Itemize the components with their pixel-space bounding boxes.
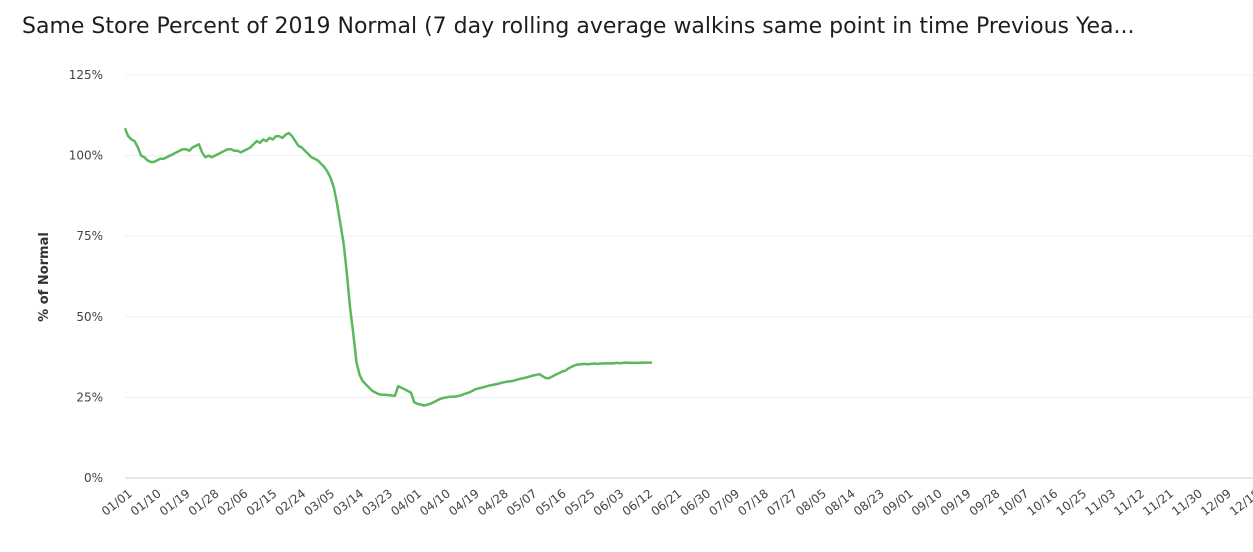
gridlines — [125, 74, 1253, 479]
y-tick-label: 0% — [84, 471, 103, 485]
x-tick-label: 06/12 — [620, 486, 656, 518]
x-tick-label: 04/01 — [388, 486, 424, 518]
y-tick-label: 50% — [76, 310, 103, 324]
x-tick-label: 02/15 — [244, 486, 280, 518]
x-tick-label: 01/01 — [99, 486, 135, 518]
x-tick-label: 05/25 — [562, 486, 598, 518]
x-tick-label: 03/23 — [359, 486, 395, 518]
y-tick-label: 125% — [69, 68, 103, 82]
x-tick-label: 08/14 — [822, 486, 858, 518]
y-tick-label: 100% — [69, 149, 103, 163]
x-tick-label: 11/03 — [1082, 486, 1118, 518]
x-tick-label: 02/24 — [273, 486, 309, 518]
x-tick-label: 05/07 — [504, 486, 540, 518]
x-tick-label: 04/10 — [417, 486, 453, 518]
x-tick-label: 06/30 — [677, 486, 713, 518]
x-tick-label: 10/25 — [1053, 486, 1089, 518]
x-tick-label: 12/09 — [1198, 486, 1234, 518]
x-tick-label: 07/27 — [764, 486, 800, 518]
x-tick-label: 11/21 — [1140, 486, 1176, 518]
x-tick-label: 07/09 — [706, 486, 742, 518]
y-axis-ticks: 0% 25% 50% 75% 100% 125% — [69, 68, 103, 485]
x-tick-label: 04/19 — [446, 486, 482, 518]
x-tick-label: 09/01 — [880, 486, 916, 518]
x-tick-label: 02/06 — [215, 486, 251, 518]
x-tick-label: 03/14 — [330, 486, 366, 518]
x-tick-label: 09/28 — [967, 486, 1003, 518]
x-axis-ticks: 01/0101/1001/1901/2802/0602/1502/2403/05… — [99, 486, 1253, 518]
x-tick-label: 09/10 — [909, 486, 945, 518]
y-tick-label: 25% — [76, 390, 103, 404]
y-axis-label: % of Normal — [37, 232, 52, 322]
x-tick-label: 10/16 — [1025, 486, 1061, 518]
x-tick-label: 10/07 — [996, 486, 1032, 518]
series-group — [123, 127, 652, 407]
x-tick-label: 06/03 — [591, 486, 627, 518]
x-tick-label: 09/19 — [938, 486, 974, 518]
x-tick-label: 11/12 — [1111, 486, 1147, 518]
x-tick-label: 01/28 — [186, 486, 222, 518]
series-line — [123, 127, 652, 407]
x-tick-label: 08/23 — [851, 486, 887, 518]
x-tick-label: 04/28 — [475, 486, 511, 518]
x-tick-label: 12/18 — [1227, 486, 1253, 518]
x-tick-label: 08/05 — [793, 486, 829, 518]
x-tick-label: 07/18 — [735, 486, 771, 518]
x-tick-label: 06/21 — [649, 486, 685, 518]
x-tick-label: 01/19 — [157, 486, 193, 518]
x-tick-label: 11/30 — [1169, 486, 1205, 518]
y-tick-label: 75% — [76, 229, 103, 243]
x-tick-label: 05/16 — [533, 486, 569, 518]
x-tick-label: 03/05 — [301, 486, 337, 518]
x-tick-label: 01/10 — [128, 486, 164, 518]
